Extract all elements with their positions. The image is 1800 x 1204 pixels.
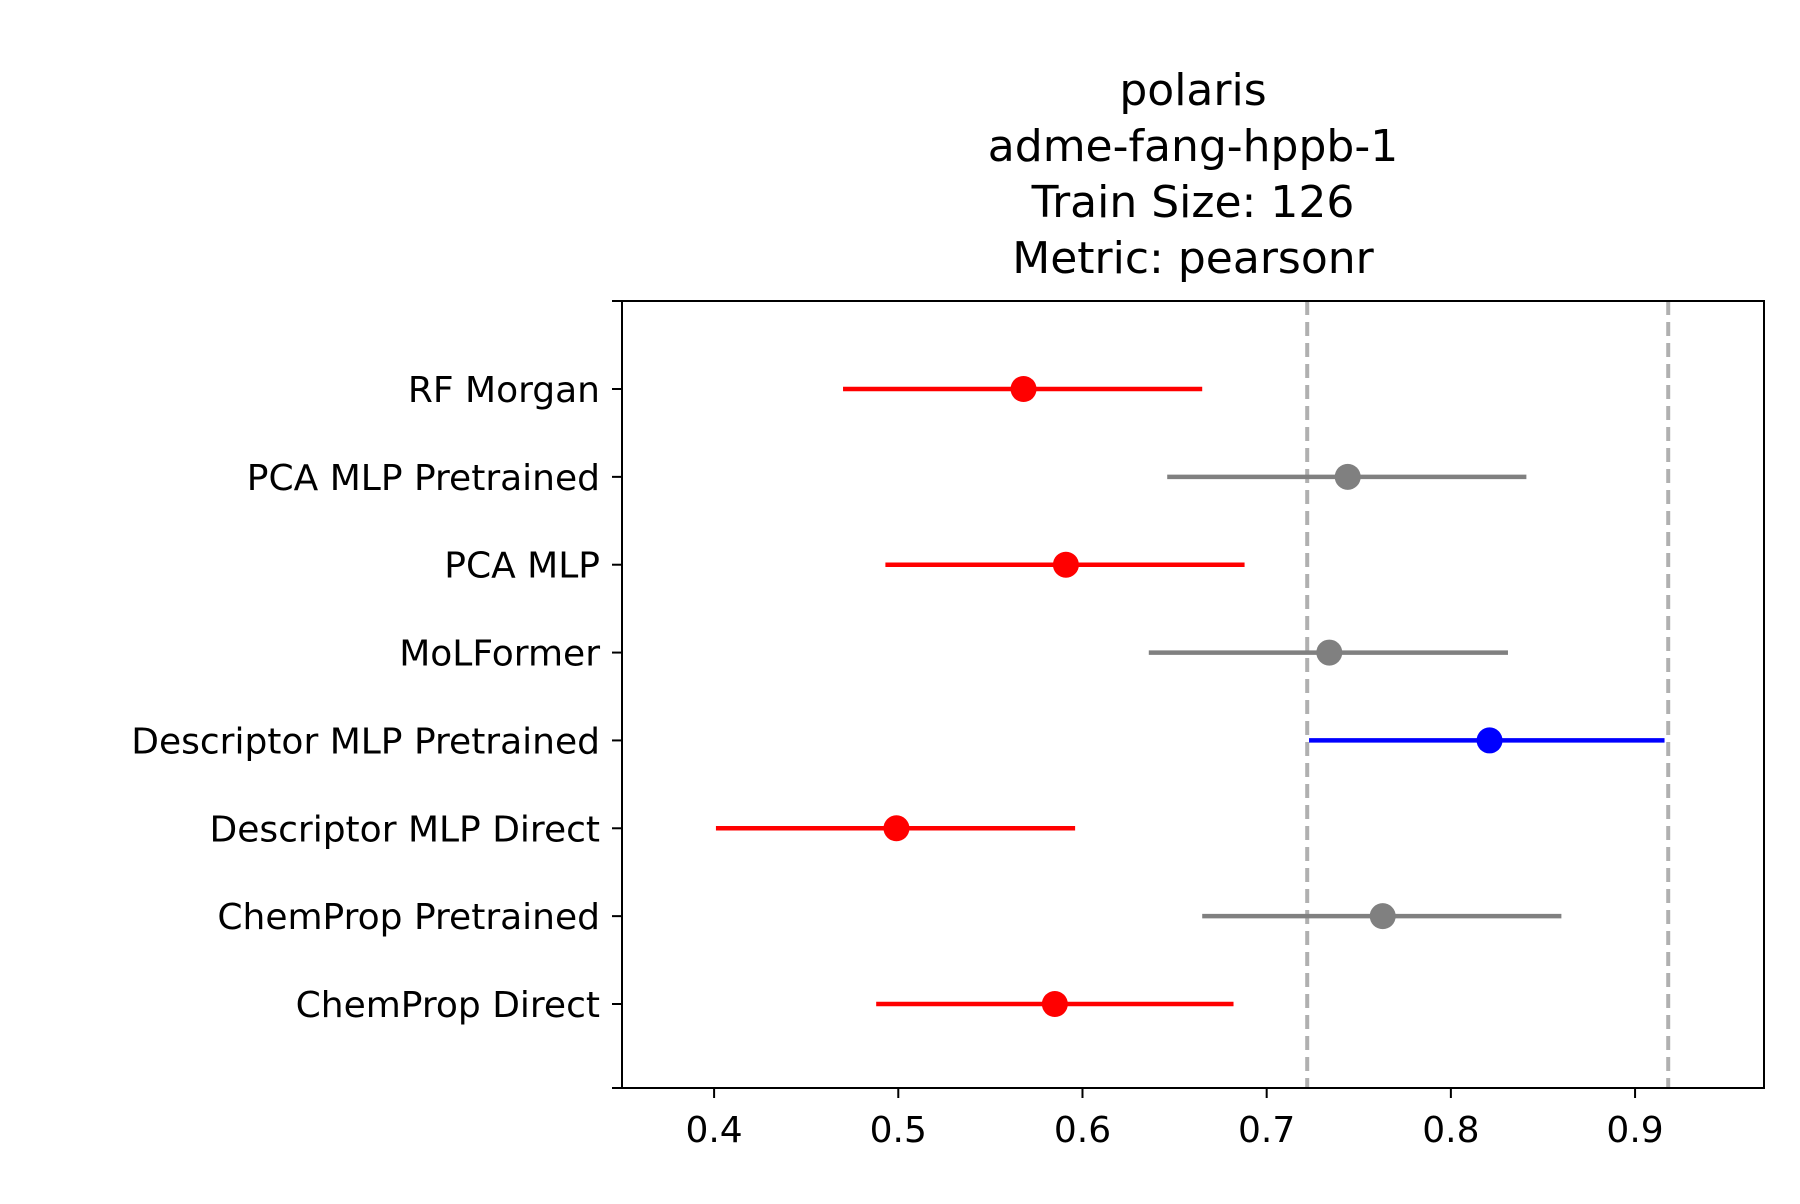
y-tick-label-5: Descriptor MLP Direct bbox=[209, 809, 600, 850]
y-tick-label-2: PCA MLP bbox=[444, 546, 600, 587]
x-tick-label-4: 0.8 bbox=[1422, 1110, 1479, 1151]
y-tick-label-0: RF Morgan bbox=[408, 370, 600, 411]
title-line-3: Train Size: 126 bbox=[1031, 177, 1355, 228]
x-tick-label-3: 0.7 bbox=[1238, 1110, 1295, 1151]
point-0 bbox=[1010, 376, 1037, 402]
y-tick-label-6: ChemProp Pretrained bbox=[217, 897, 600, 938]
point-4 bbox=[1476, 727, 1503, 754]
data-marks bbox=[715, 376, 1665, 1017]
plot-frame bbox=[621, 300, 1765, 1089]
chart-title: polaris adme-fang-hppb-1 Train Size: 126… bbox=[988, 65, 1398, 284]
point-7 bbox=[1041, 990, 1068, 1017]
y-tick-label-4: Descriptor MLP Pretrained bbox=[131, 721, 600, 762]
x-tick-label-1: 0.5 bbox=[870, 1110, 927, 1151]
point-3 bbox=[1316, 639, 1343, 666]
x-tick-label-5: 0.9 bbox=[1606, 1110, 1663, 1151]
point-6 bbox=[1369, 903, 1396, 930]
y-tick-label-1: PCA MLP Pretrained bbox=[247, 458, 600, 499]
reference-lines bbox=[1305, 301, 1671, 1088]
y-axis: RF Morgan PCA MLP Pretrained PCA MLP MoLFor… bbox=[131, 300, 622, 1089]
point-5 bbox=[883, 815, 910, 842]
title-line-4: Metric: pearsonr bbox=[1012, 233, 1374, 284]
title-line-2: adme-fang-hppb-1 bbox=[988, 121, 1398, 172]
y-tick-label-7: ChemProp Direct bbox=[296, 985, 600, 1026]
x-tick-label-2: 0.6 bbox=[1054, 1110, 1111, 1151]
y-tick-label-3: MoLFormer bbox=[399, 634, 600, 675]
x-tick-label-0: 0.4 bbox=[685, 1110, 742, 1151]
title-line-1: polaris bbox=[1119, 65, 1266, 116]
point-2 bbox=[1052, 551, 1079, 578]
x-axis: 0.4 0.5 0.6 0.7 0.8 0.9 bbox=[685, 1088, 1664, 1151]
point-1 bbox=[1334, 463, 1361, 490]
